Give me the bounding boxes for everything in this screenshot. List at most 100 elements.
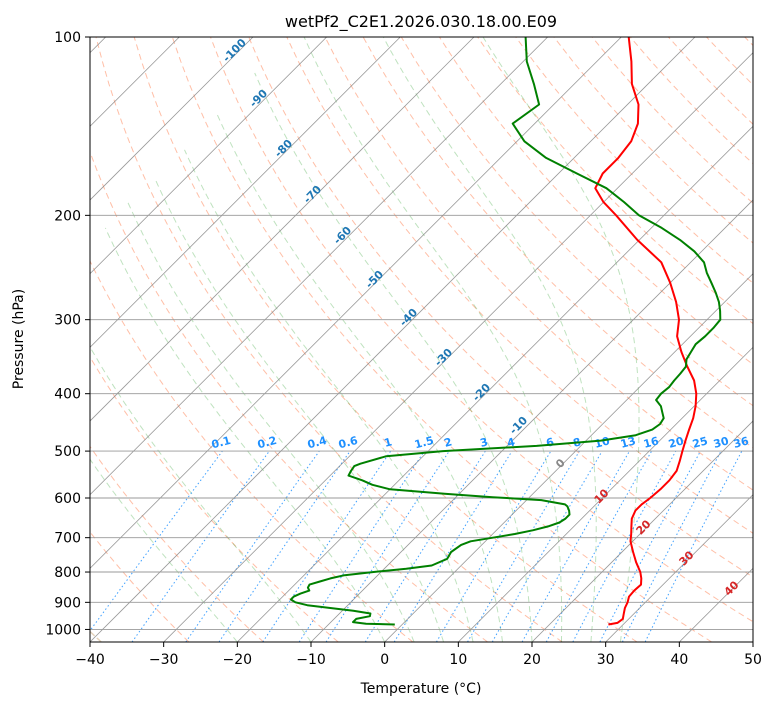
mixing-ratio-line	[185, 450, 320, 642]
mixing-ratio-label: 1.5	[413, 434, 435, 452]
mixing-ratio-label: 0.1	[210, 434, 232, 452]
dry-adiabat	[744, 37, 753, 47]
mixing-ratio-label: 30	[712, 434, 730, 451]
dry-adiabat-label: -40	[397, 306, 420, 329]
y-tick-label: 800	[54, 565, 81, 581]
y-tick-label: 700	[54, 531, 81, 547]
dry-adiabat-label: -50	[363, 268, 386, 291]
moist-adiabat	[216, 113, 503, 642]
dry-adiabat	[95, 37, 563, 642]
moist-adiabat	[104, 227, 386, 642]
dry-adiabat	[90, 531, 190, 642]
x-tick-label: 40	[670, 652, 688, 668]
mixing-ratio-label: 6	[545, 435, 556, 450]
isotherm	[90, 37, 696, 642]
plot-area: -100 -90 -80 -70 -60 -50 -40 -30 -20 -10 0.1 0.2 0.4…	[90, 36, 753, 642]
mixing-ratio-label: 3	[479, 435, 490, 450]
moist-adiabat	[184, 149, 474, 642]
y-tick-label: 300	[54, 313, 81, 329]
mixing-ratio-label: 20	[667, 434, 685, 451]
y-axis-label: Pressure (hPa)	[11, 289, 27, 389]
x-tick-label: −30	[149, 652, 179, 668]
dry-adiabat	[286, 37, 753, 534]
mixing-ratio-line	[521, 450, 630, 642]
temperature-trace	[594, 37, 698, 626]
y-tick-label: 400	[54, 387, 81, 403]
mixing-ratio-label: 0.6	[337, 434, 360, 452]
plot-frame	[89, 36, 754, 643]
isotherm	[458, 346, 753, 642]
dry-adiabat-label: -20	[470, 381, 493, 404]
dry-adiabat	[706, 37, 753, 86]
x-tick-label: 10	[449, 652, 467, 668]
isotherm	[384, 273, 753, 642]
mixing-ratio-line	[545, 450, 653, 642]
mixing-ratio-line	[599, 450, 701, 642]
profile-traces	[289, 37, 722, 626]
dry-adiabat	[515, 37, 753, 284]
moist-adiabat-label: 20	[634, 517, 654, 537]
isotherm	[531, 420, 753, 642]
isotherm	[752, 641, 753, 642]
mixing-ratio-label: 0.4	[306, 434, 329, 452]
dry-adiabat	[248, 37, 753, 578]
mixing-ratio-line	[90, 450, 223, 632]
mixing-ratio-label: 2	[443, 435, 454, 450]
mixing-ratio-line	[298, 450, 425, 642]
dry-adiabat	[210, 37, 753, 623]
x-tick-label: 20	[523, 652, 541, 668]
dry-adiabat-label: -80	[272, 137, 295, 160]
dry-adiabat-label: -100	[220, 36, 249, 65]
moist-adiabat-label: 0	[553, 456, 568, 471]
moist-adiabat	[382, 37, 597, 642]
y-tick-label: 1000	[45, 622, 81, 638]
dry-adiabat-label: -30	[432, 346, 455, 369]
x-tick-label: −20	[223, 652, 253, 668]
mixing-ratio-label: 36	[732, 434, 750, 451]
dry-adiabat-label: -70	[301, 183, 324, 206]
moist-adiabat-label: 10	[592, 486, 612, 506]
axes: −40 −30 −20 −10 0 10 20 30 40 5010020030040050060…	[45, 30, 762, 668]
isotherm	[237, 125, 753, 642]
isotherm	[310, 199, 753, 642]
isotherm	[90, 37, 327, 275]
x-tick-label: 30	[597, 652, 615, 668]
mixing-ratio-label: 1	[383, 435, 394, 450]
isotherm	[90, 37, 254, 201]
mixing-ratio-line	[262, 450, 392, 642]
mixing-ratio-label: 25	[691, 434, 709, 451]
mixing-ratio-line	[131, 450, 270, 642]
moist-adiabat	[127, 201, 415, 642]
isotherm	[90, 37, 622, 569]
y-tick-label: 100	[54, 30, 81, 46]
x-tick-label: 0	[380, 652, 389, 668]
moist-adiabat	[155, 180, 445, 642]
y-tick-label: 600	[54, 491, 81, 507]
dry-adiabat	[90, 445, 264, 642]
dry-adiabat	[324, 37, 753, 491]
mixing-ratio-line	[218, 450, 351, 642]
mixing-ratio-line	[644, 450, 743, 642]
isotherm	[90, 37, 475, 422]
mixing-ratio-label: 4	[506, 435, 517, 450]
dry-adiabat	[553, 37, 753, 244]
moist-adiabat	[90, 458, 238, 642]
x-axis-label: Temperature (°C)	[360, 681, 482, 697]
x-tick-label: −40	[75, 652, 105, 668]
dry-adiabat	[90, 150, 488, 642]
mixing-ratio-line	[393, 450, 513, 642]
mixing-ratio-label: 16	[642, 434, 660, 451]
y-tick-label: 900	[54, 595, 81, 611]
mixing-ratio-line	[325, 450, 450, 642]
mixing-ratio-label: 13	[619, 434, 637, 451]
y-tick-label: 200	[54, 208, 81, 224]
dry-adiabat-label: -10	[507, 414, 530, 437]
isotherm	[163, 52, 753, 642]
dry-adiabat-label: -90	[247, 87, 270, 110]
dry-adiabat	[90, 259, 414, 642]
moist-adiabat	[482, 37, 640, 642]
dry-adiabat	[90, 356, 339, 642]
x-tick-label: −10	[296, 652, 326, 668]
isotherm	[605, 494, 753, 642]
